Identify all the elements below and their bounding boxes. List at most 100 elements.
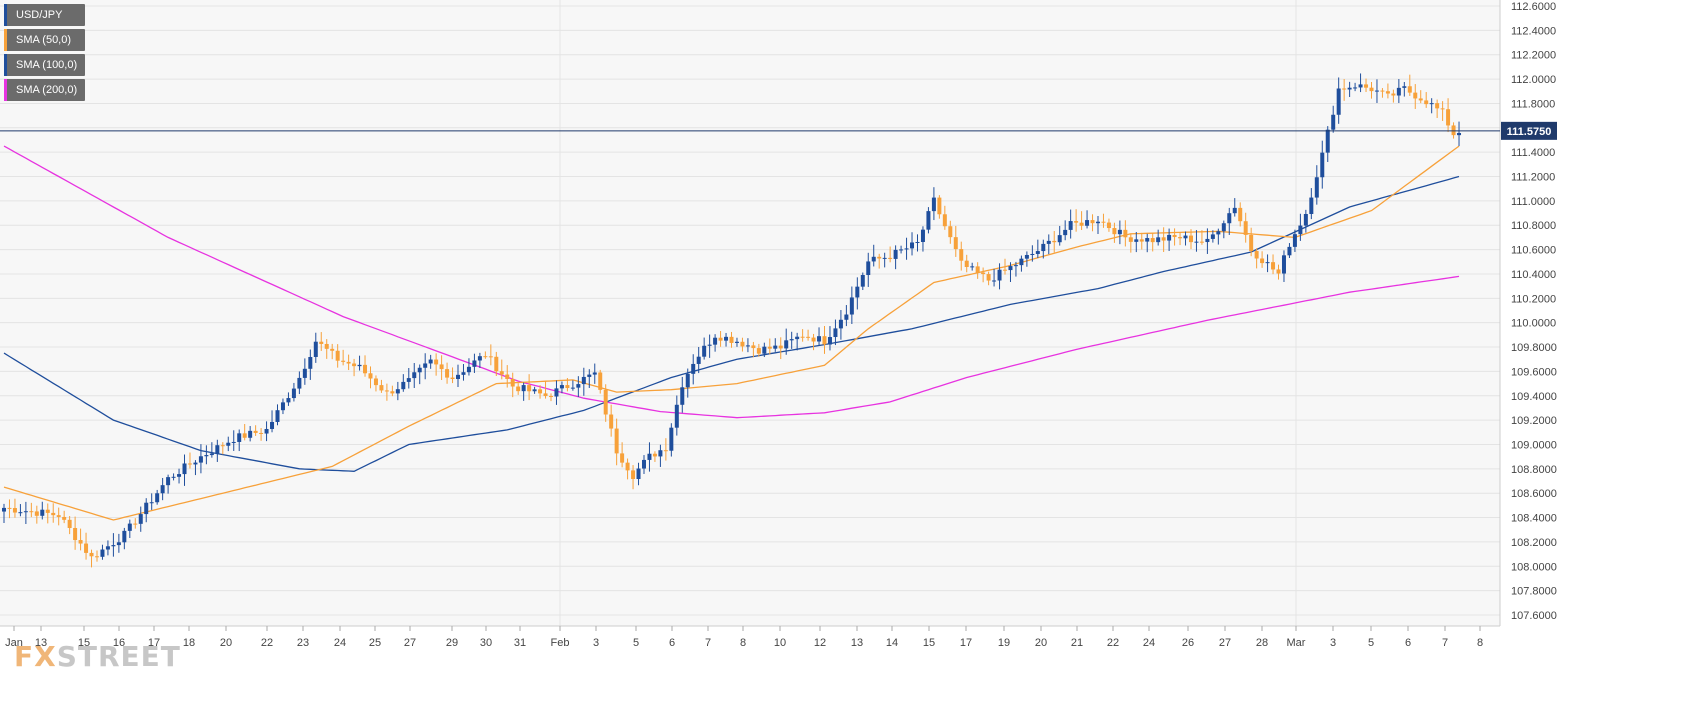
candle <box>1271 262 1276 270</box>
candle <box>275 410 280 422</box>
y-tick-label: 111.0000 <box>1511 196 1555 208</box>
candle <box>1096 221 1100 224</box>
x-tick-label: 3 <box>1330 637 1336 649</box>
candle <box>1232 207 1237 214</box>
x-tick-label: 8 <box>1477 637 1483 649</box>
candle <box>23 511 28 513</box>
candle <box>1385 91 1390 94</box>
legend-item-usdjpy[interactable]: USD/JPY <box>4 4 86 26</box>
plot-background <box>0 0 1500 626</box>
candle <box>1046 240 1051 244</box>
candle <box>1303 213 1308 226</box>
candle <box>1134 239 1139 242</box>
candle <box>324 343 329 349</box>
candle <box>346 361 351 364</box>
candle <box>811 337 816 342</box>
candle <box>510 378 515 387</box>
candle <box>1052 240 1057 243</box>
x-tick-label: 16 <box>113 637 125 649</box>
candle <box>253 430 258 433</box>
legend-item-sma50[interactable]: SMA (50,0) <box>4 29 86 51</box>
y-tick-label: 111.4000 <box>1511 147 1555 159</box>
x-tick-label: 20 <box>220 637 232 649</box>
candle <box>116 542 121 546</box>
candle <box>806 336 811 338</box>
y-tick-label: 108.6000 <box>1511 488 1557 500</box>
candle <box>209 453 214 456</box>
candle <box>319 341 324 344</box>
candle <box>576 384 581 388</box>
y-tick-label: 108.0000 <box>1511 561 1557 573</box>
candle <box>1374 90 1379 92</box>
candle <box>931 197 936 212</box>
candle <box>237 433 242 442</box>
candle <box>483 356 488 358</box>
x-tick-label: Feb <box>551 637 570 649</box>
candle <box>73 527 78 541</box>
candle <box>707 344 712 346</box>
candle <box>373 378 378 386</box>
candle <box>280 402 285 411</box>
candle <box>1008 266 1013 271</box>
legend-swatch-sma200 <box>4 79 7 101</box>
candle <box>975 266 980 273</box>
x-tick-label: 22 <box>1107 637 1119 649</box>
y-tick-label: 112.4000 <box>1511 25 1556 37</box>
candle <box>1041 243 1046 252</box>
candle <box>1090 220 1095 224</box>
legend-swatch-sma100 <box>4 54 7 76</box>
candle <box>1320 152 1325 178</box>
candle <box>138 514 143 524</box>
candle <box>724 336 729 341</box>
candle <box>302 368 307 378</box>
candle <box>1221 223 1226 232</box>
candle <box>855 286 860 298</box>
candle <box>581 376 586 385</box>
candle <box>871 256 876 262</box>
candle <box>472 360 477 367</box>
candle <box>1030 253 1035 255</box>
candle <box>658 450 663 457</box>
candle <box>1276 269 1281 274</box>
y-tick-label: 110.2000 <box>1511 293 1556 305</box>
candle <box>549 396 553 398</box>
candle <box>1106 222 1111 229</box>
candle <box>795 336 800 340</box>
candle <box>713 337 718 345</box>
candle <box>417 367 422 373</box>
logo-part-fx: FX <box>14 640 57 673</box>
sma-100-line <box>3 175 1460 472</box>
candle <box>789 339 794 341</box>
candle <box>1003 269 1008 271</box>
y-tick-label: 108.8000 <box>1511 464 1557 476</box>
legend-swatch-usdjpy <box>4 4 7 26</box>
candle <box>1391 93 1396 96</box>
candle <box>1380 90 1385 92</box>
candle <box>1265 262 1270 264</box>
y-tick-label: 108.4000 <box>1511 513 1557 525</box>
candle <box>395 389 400 394</box>
candle <box>1183 235 1188 239</box>
candle <box>1342 88 1347 90</box>
candle <box>286 398 291 403</box>
candle <box>456 374 461 379</box>
candle <box>499 371 504 375</box>
candle <box>1353 87 1358 89</box>
candle <box>1063 229 1068 236</box>
x-tick-label: 20 <box>1035 637 1047 649</box>
candle <box>844 314 849 320</box>
candle <box>598 372 603 390</box>
candle <box>270 421 275 429</box>
x-tick-label: 22 <box>261 637 273 649</box>
candle <box>959 249 964 261</box>
candle <box>226 442 231 446</box>
candle <box>866 261 871 276</box>
candle <box>477 356 482 361</box>
candle <box>696 356 701 364</box>
candle <box>538 389 543 394</box>
legend-item-sma100[interactable]: SMA (100,0) <box>4 54 86 76</box>
candle <box>527 385 532 392</box>
legend-item-sma200[interactable]: SMA (200,0) <box>4 79 86 101</box>
